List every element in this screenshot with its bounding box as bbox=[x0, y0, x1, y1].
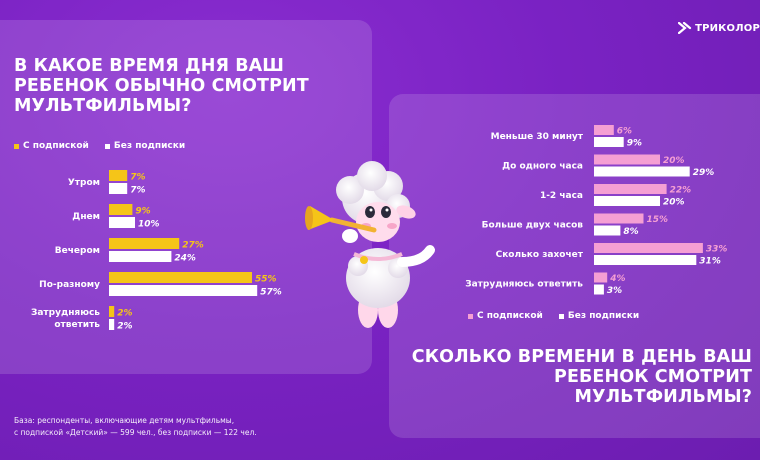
bar-without-sub bbox=[594, 284, 604, 295]
bar-without-sub bbox=[594, 225, 621, 236]
bar-without-sub bbox=[594, 137, 624, 147]
legend-label: С подпиской bbox=[23, 141, 89, 151]
bar-with-sub bbox=[109, 238, 180, 249]
left-chart-title: В КАКОЕ ВРЕМЯ ДНЯ ВАШ РЕБЕНОК ОБЫЧНО СМО… bbox=[14, 56, 309, 116]
value-label: 8% bbox=[623, 227, 638, 237]
bar-with-sub bbox=[109, 306, 115, 317]
value-label: 24% bbox=[174, 254, 196, 264]
bar-with-sub bbox=[594, 125, 614, 135]
bar-without-sub bbox=[109, 251, 172, 262]
sheep-mascot-illustration bbox=[305, 161, 435, 328]
bar-with-sub bbox=[594, 154, 660, 165]
bar-without-sub bbox=[594, 166, 690, 177]
right-panel bbox=[389, 94, 760, 438]
category-label: Меньше 30 минут bbox=[491, 132, 584, 142]
value-label: 7% bbox=[130, 173, 145, 183]
bar-without-sub bbox=[109, 217, 135, 228]
legend-item-with-sub: С подпиской bbox=[468, 311, 543, 321]
category-label: Больше двух часов bbox=[482, 221, 584, 231]
legend-item-without-sub: Без подписки bbox=[558, 311, 640, 321]
legend-label: С подпиской bbox=[477, 311, 543, 321]
category-label: Днем bbox=[72, 212, 100, 222]
left-bar-chart: Утром 7% 7% Днем 9% 10% Вечером 27% 24% По-разном… bbox=[31, 170, 282, 332]
bar-with-sub bbox=[594, 243, 703, 253]
logo-text: ТРИКОЛОР bbox=[695, 22, 760, 34]
value-label: 2% bbox=[117, 322, 132, 332]
bar-with-sub bbox=[109, 272, 252, 283]
legend-swatch-white bbox=[558, 313, 564, 319]
category-label: Вечером bbox=[55, 246, 100, 256]
legend-label: Без подписки bbox=[113, 141, 186, 151]
footnote-line: База: респонденты, включающие детям муль… bbox=[14, 416, 235, 425]
value-label: 2% bbox=[117, 309, 132, 319]
legend-item-with-sub: С подпиской bbox=[14, 141, 89, 151]
value-label: 20% bbox=[663, 198, 685, 208]
legend-swatch-yellow bbox=[14, 143, 19, 149]
category-label: Сколько захочет bbox=[496, 250, 584, 260]
value-label: 9% bbox=[135, 207, 150, 217]
bar-without-sub bbox=[594, 196, 660, 206]
bar-with-sub bbox=[594, 213, 644, 224]
legend-swatch-pink bbox=[468, 313, 473, 319]
footnote-line: с подпиской «Детский» — 599 чел., без по… bbox=[14, 428, 257, 437]
value-label: 33% bbox=[706, 245, 728, 255]
bar-without-sub bbox=[109, 319, 115, 330]
value-label: 15% bbox=[647, 215, 669, 225]
right-chart-title: СКОЛЬКО ВРЕМЕНИ В ДЕНЬ ВАШ РЕБЕНОК СМОТР… bbox=[411, 347, 752, 407]
logo-icon bbox=[678, 22, 692, 34]
value-label: 10% bbox=[138, 220, 160, 230]
bar-with-sub bbox=[109, 204, 133, 215]
bar-with-sub bbox=[594, 184, 667, 194]
value-label: 20% bbox=[663, 156, 685, 166]
category-label: 1-2 часа bbox=[540, 191, 583, 201]
legend-swatch-white bbox=[104, 143, 110, 149]
category-label: Затрудняюсь ответить bbox=[465, 280, 583, 290]
right-legend: С подпиской Без подписки bbox=[468, 311, 639, 321]
value-label: 57% bbox=[260, 288, 282, 298]
bar-with-sub bbox=[594, 272, 608, 283]
value-label: 3% bbox=[607, 286, 622, 296]
value-label: 31% bbox=[699, 257, 721, 267]
value-label: 9% bbox=[627, 139, 642, 149]
value-label: 7% bbox=[130, 186, 145, 196]
left-legend: С подпиской Без подписки bbox=[14, 141, 185, 151]
value-label: 27% bbox=[182, 241, 204, 251]
category-label: Утром bbox=[68, 178, 100, 188]
left-panel bbox=[0, 20, 372, 374]
value-label: 4% bbox=[609, 274, 625, 284]
bar-with-sub bbox=[109, 170, 128, 181]
bar-without-sub bbox=[594, 255, 697, 265]
value-label: 6% bbox=[617, 127, 632, 137]
bar-without-sub bbox=[109, 285, 258, 296]
category-label: Затрудняюсь bbox=[31, 308, 100, 318]
brand-logo: ТРИКОЛОР bbox=[678, 22, 760, 34]
legend-item-without-sub: Без подписки bbox=[104, 141, 186, 151]
right-bar-chart: Меньше 30 минут 6% 9% До одного часа 20% 29% 1… bbox=[465, 125, 728, 296]
bar-without-sub bbox=[109, 183, 128, 194]
value-label: 55% bbox=[255, 275, 277, 285]
category-label: До одного часа bbox=[502, 162, 583, 172]
category-label: ответить bbox=[54, 320, 100, 330]
value-label: 22% bbox=[670, 186, 692, 196]
legend-label: Без подписки bbox=[567, 311, 640, 321]
value-label: 29% bbox=[693, 168, 715, 178]
category-label: По-разному bbox=[39, 280, 100, 290]
footnote: База: респонденты, включающие детям муль… bbox=[14, 415, 374, 439]
